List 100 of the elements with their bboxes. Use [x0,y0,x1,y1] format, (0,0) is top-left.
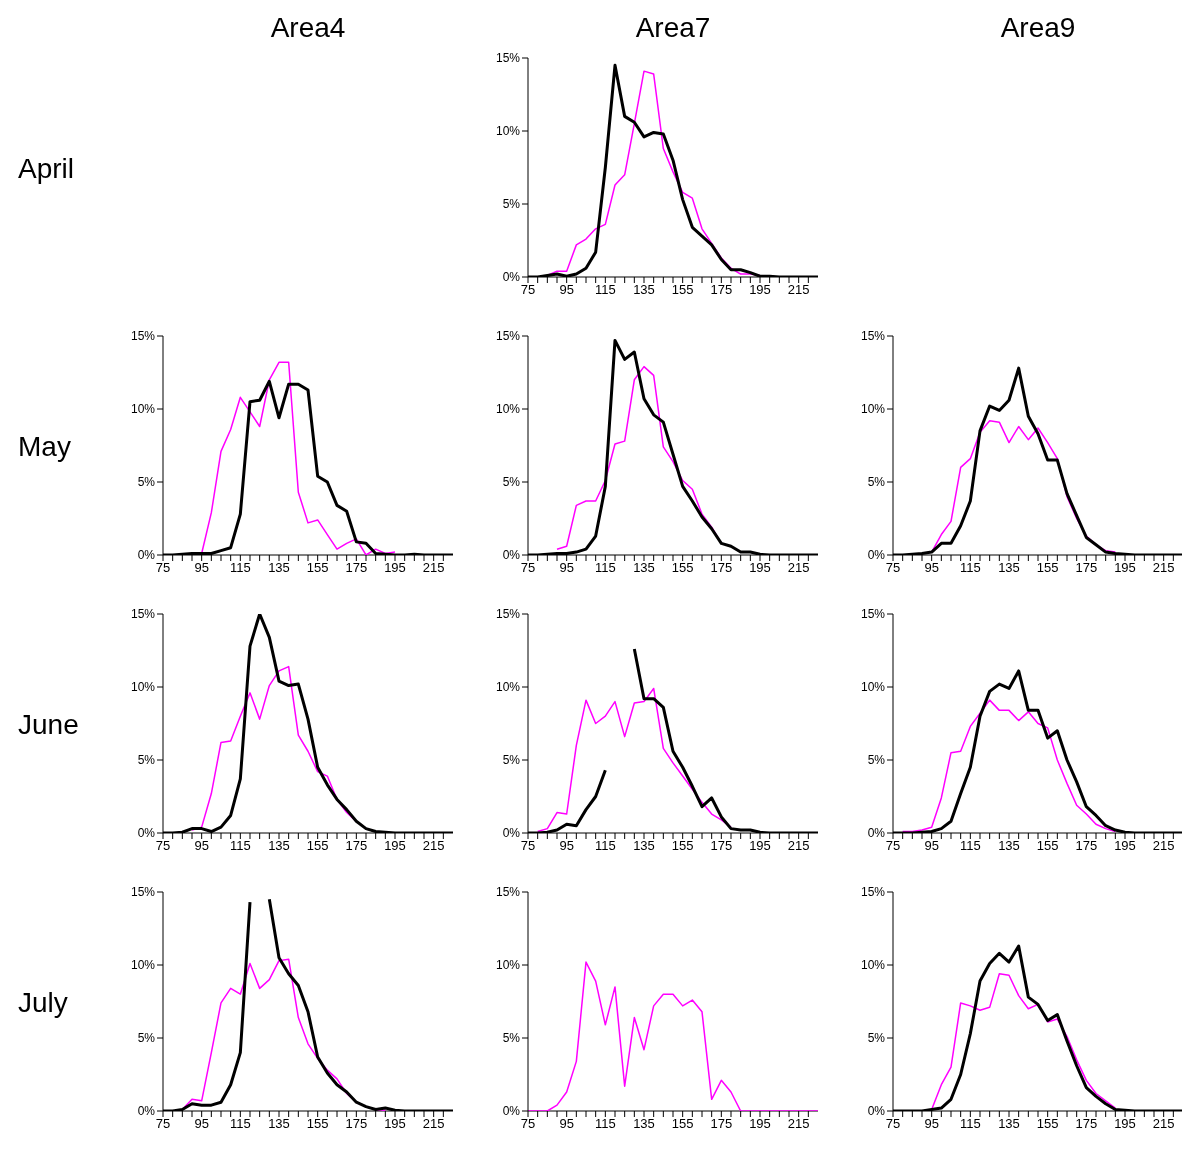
x-tick-label: 135 [268,838,290,854]
x-tick-label: 195 [749,560,771,576]
x-tick-label: 215 [422,838,445,854]
x-tick-label: 115 [594,560,616,576]
y-tick-label: 15% [130,329,156,344]
chart-title: Area4 [269,12,347,44]
chart-title: Area7 [634,12,712,44]
y-tick-label: 15% [495,51,521,66]
x-tick-label: 115 [594,1116,616,1132]
line-series [901,699,1117,833]
x-tick-label: 115 [594,282,616,298]
x-tick-label: 135 [633,838,655,854]
x-tick-label: 195 [749,282,771,298]
x-tick-label: 95 [559,838,574,854]
x-tick-label: 75 [885,1116,901,1132]
chart-title: Area9 [999,12,1077,44]
x-tick-label: 215 [1152,1116,1175,1132]
x-tick-label: 75 [885,560,901,576]
x-tick-label: 95 [194,1116,209,1132]
y-tick-label: 10% [130,958,156,973]
line-series [930,973,1117,1111]
y-tick-label: 5% [502,753,521,768]
x-tick-label: 95 [194,838,209,854]
y-tick-label: 10% [860,402,886,417]
x-tick-label: 155 [671,282,694,298]
y-tick-label: 5% [867,475,886,490]
y-axis-title: June [18,709,79,741]
x-tick-label: 175 [710,838,733,854]
y-tick-label: 10% [495,958,521,973]
y-tick-label: 5% [502,475,521,490]
y-tick-label: 15% [495,329,521,344]
x-tick-label: 75 [885,838,901,854]
x-tick-label: 215 [1152,838,1175,854]
y-tick-label: 10% [130,402,156,417]
x-tick-label: 135 [268,1116,290,1132]
x-tick-label: 195 [1114,560,1136,576]
y-tick-label: 15% [130,885,156,900]
x-tick-label: 95 [924,1116,939,1132]
x-tick-label: 175 [345,838,368,854]
x-tick-label: 175 [345,1116,368,1132]
y-tick-label: 5% [502,197,521,212]
x-tick-label: 75 [520,1116,536,1132]
y-tick-label: 5% [137,753,156,768]
x-tick-label: 155 [671,1116,694,1132]
x-tick-label: 115 [229,1116,251,1132]
y-tick-label: 10% [130,680,156,695]
x-tick-label: 155 [1036,1116,1059,1132]
x-tick-label: 115 [959,560,981,576]
x-tick-label: 135 [633,1116,655,1132]
x-tick-label: 75 [520,282,536,298]
x-tick-label: 75 [520,838,536,854]
x-tick-label: 155 [306,560,329,576]
y-tick-label: 10% [495,402,521,417]
x-tick-label: 115 [229,838,251,854]
x-tick-label: 75 [155,838,171,854]
x-tick-label: 195 [749,1116,771,1132]
x-tick-label: 195 [1114,1116,1136,1132]
x-tick-label: 215 [1152,560,1175,576]
y-axis-title: April [18,153,75,185]
y-tick-label: 0% [502,826,521,841]
x-tick-label: 175 [710,1116,733,1132]
y-tick-label: 0% [502,1104,521,1119]
x-tick-label: 215 [422,560,445,576]
y-tick-label: 15% [860,885,886,900]
y-tick-label: 10% [860,680,886,695]
y-tick-label: 5% [867,1031,886,1046]
x-tick-label: 155 [306,1116,329,1132]
x-tick-label: 75 [155,1116,171,1132]
y-tick-label: 0% [502,548,521,563]
y-axis-title: May [18,431,71,463]
y-tick-label: 5% [867,753,886,768]
x-tick-label: 75 [520,560,536,576]
x-tick-label: 75 [155,560,171,576]
x-tick-label: 95 [924,560,939,576]
x-tick-label: 135 [633,560,655,576]
y-tick-label: 15% [130,607,156,622]
x-tick-label: 195 [1114,838,1136,854]
y-tick-label: 0% [867,826,886,841]
x-tick-label: 195 [384,1116,406,1132]
y-tick-label: 15% [495,607,521,622]
y-tick-label: 15% [495,885,521,900]
y-tick-label: 0% [867,1104,886,1119]
x-tick-label: 155 [1036,838,1059,854]
y-tick-label: 10% [860,958,886,973]
y-tick-label: 5% [137,475,156,490]
x-tick-label: 115 [594,838,616,854]
x-tick-label: 195 [749,838,771,854]
x-tick-label: 215 [787,838,810,854]
x-tick-label: 215 [422,1116,445,1132]
x-tick-label: 95 [559,282,574,298]
x-tick-label: 95 [924,838,939,854]
y-tick-label: 0% [137,826,156,841]
x-tick-label: 115 [229,560,251,576]
x-tick-label: 175 [1075,1116,1098,1132]
y-tick-label: 0% [867,548,886,563]
x-tick-label: 195 [384,560,406,576]
y-tick-label: 10% [495,124,521,139]
x-tick-label: 155 [1036,560,1059,576]
y-tick-label: 15% [860,329,886,344]
x-tick-label: 115 [959,1116,981,1132]
